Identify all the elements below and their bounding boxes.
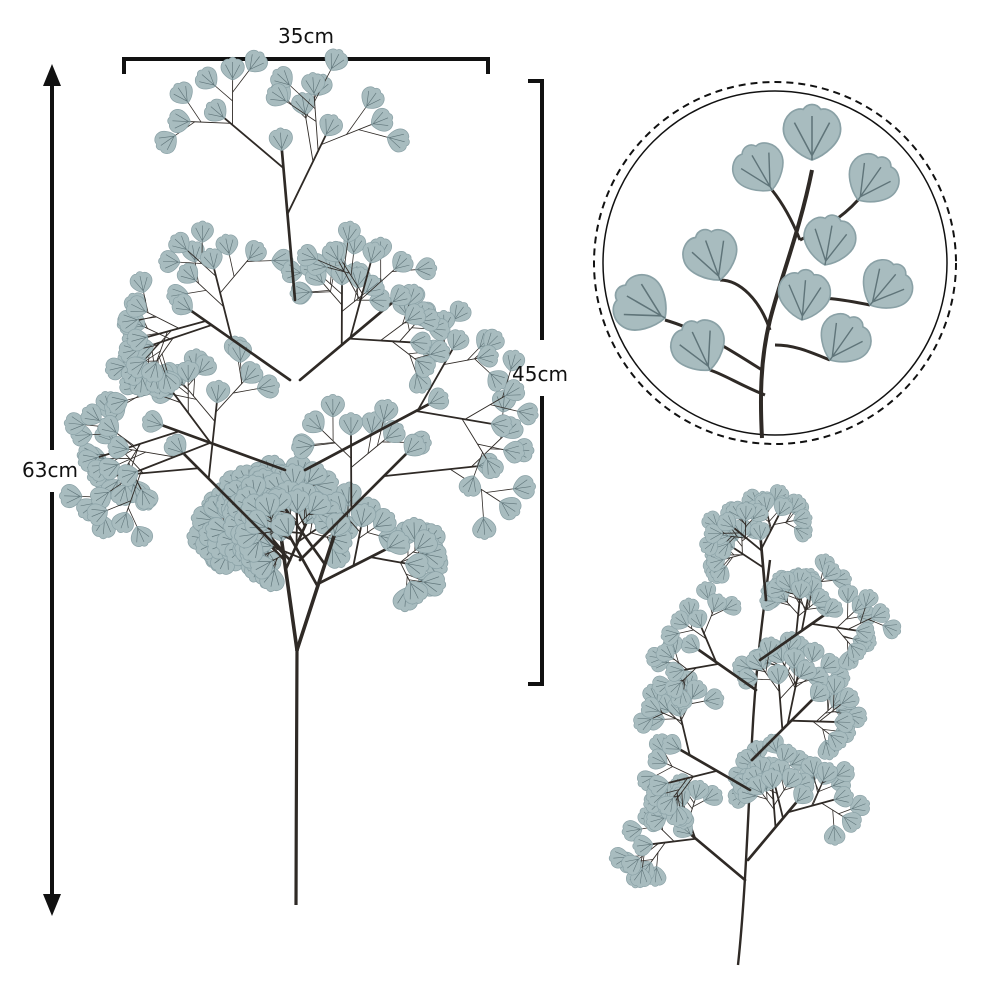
leaf [221, 57, 244, 80]
main-stem-photo [59, 45, 541, 905]
leaf [809, 304, 881, 375]
leaf [191, 63, 223, 96]
leaf [663, 310, 735, 381]
leaf [167, 109, 191, 133]
leaf [128, 269, 154, 295]
leaf [321, 394, 345, 417]
leaf [603, 265, 680, 342]
width-bracket [124, 57, 488, 74]
leaf [799, 211, 859, 270]
leaf [783, 104, 840, 160]
leaf [724, 133, 794, 203]
leaf [268, 127, 293, 152]
leaf [511, 474, 537, 500]
total-height-label: 63cm [22, 460, 78, 480]
leaf [139, 408, 167, 436]
leaf [472, 516, 497, 540]
leaf [191, 221, 213, 243]
detail-leaf-closeup [603, 104, 923, 438]
foliage-height-label: 45cm [512, 364, 568, 384]
leaf [240, 236, 271, 267]
leaf [367, 105, 397, 135]
leaf [676, 221, 745, 290]
leaf [166, 77, 198, 109]
leaf [823, 824, 845, 846]
detail-zoom-circle [594, 82, 956, 444]
leaf [339, 413, 363, 436]
width-label: 35cm [278, 26, 334, 46]
leaf [850, 250, 922, 322]
leaf [387, 247, 418, 278]
leaf [837, 144, 909, 215]
height-arrow [43, 64, 61, 916]
leaf [239, 46, 271, 78]
leaf [158, 250, 181, 273]
secondary-stem-photo [608, 481, 904, 965]
leaf [415, 257, 438, 281]
